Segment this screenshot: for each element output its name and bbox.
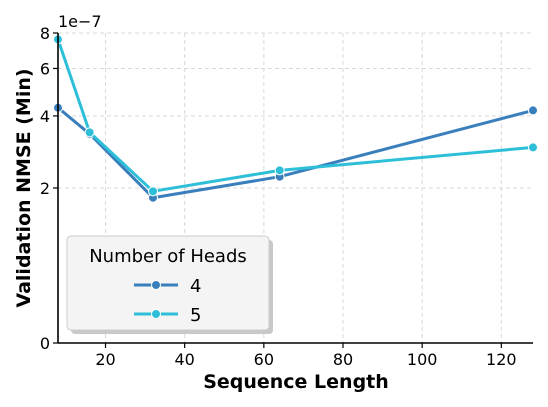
legend-label: 4 [190,276,201,297]
legend-item-4: 4 [134,276,201,297]
data-point [148,186,158,197]
y-offset-label: 1e−7 [58,12,102,31]
legend-items: 45 [134,276,201,326]
data-point [528,142,538,153]
x-tick-label: 100 [407,350,438,369]
y-tick-label: 6 [40,59,50,78]
x-axis-title: Sequence Length [203,371,389,393]
x-tick-label: 20 [95,350,115,369]
y-tick-label: 4 [40,107,50,126]
legend-title: Number of Heads [89,246,247,267]
x-tick-label: 40 [174,350,194,369]
legend: Number of Heads 45 [66,235,273,334]
legend-item-5: 5 [134,305,201,326]
series-line [56,38,534,193]
x-ticks: 20 40 60 80 100 120 [95,343,517,369]
y-tick-label: 0 [40,334,50,353]
y-tick-label: 2 [40,179,50,198]
x-tick-label: 120 [486,350,517,369]
series-layer [53,34,538,203]
data-point [84,127,95,138]
y-tick-label: 8 [40,24,50,43]
legend-swatch-marker [151,309,161,319]
legend-box [66,235,270,331]
x-tick-label: 60 [254,350,274,369]
y-ticks: 0 2 4 6 8 [40,24,58,353]
legend-label: 5 [190,305,201,326]
legend-swatch-marker [151,280,161,290]
series-5 [53,34,538,197]
grid [58,32,533,343]
data-point [528,105,538,116]
x-tick-label: 80 [333,350,353,369]
y-axis-title: Validation NMSE (Min) [13,68,35,307]
data-point [274,165,285,176]
